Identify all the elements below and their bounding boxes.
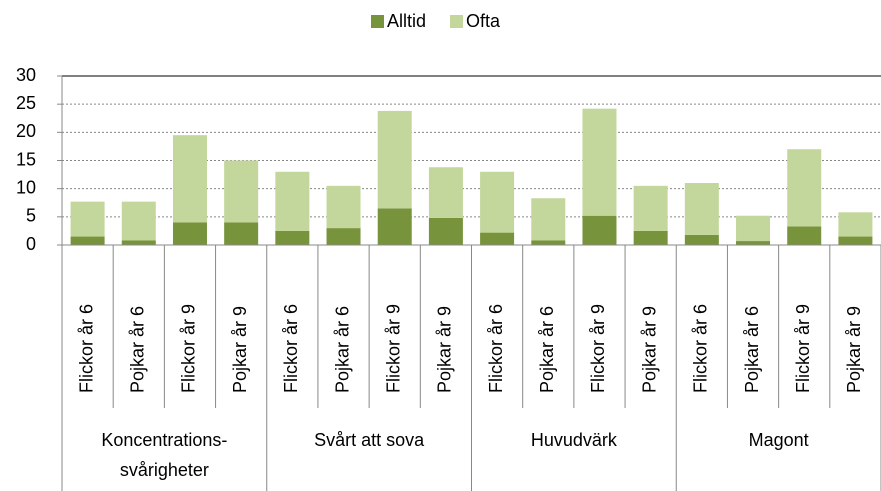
x-tick-label: Pojkar år 9 (230, 306, 250, 393)
bar-segment (480, 232, 515, 245)
bar-segment (428, 217, 463, 245)
group-label: Svårt att sova (314, 430, 425, 450)
bar-segment (172, 222, 207, 245)
y-tick-label: 0 (26, 234, 36, 254)
bar-segment (70, 201, 105, 237)
bar-segment (633, 230, 668, 245)
bar-segment (326, 228, 361, 245)
x-tick-label: Pojkar år 6 (742, 306, 762, 393)
bar-segment (787, 226, 822, 245)
x-tick-label: Flickor år 9 (588, 304, 608, 393)
bar-segment (275, 230, 310, 245)
y-tick-label: 30 (16, 65, 36, 85)
bar-segment (582, 215, 617, 245)
legend-label: Alltid (387, 11, 426, 31)
legend-swatch (450, 15, 464, 28)
y-tick-label: 15 (16, 149, 36, 169)
bar-segment (224, 222, 259, 245)
x-tick-label: Pojkar år 6 (128, 306, 148, 393)
bar-segment (838, 236, 873, 245)
bar-segment (224, 160, 259, 223)
bar-segment (736, 215, 771, 242)
bar-segment (428, 167, 463, 218)
y-tick-label: 25 (16, 93, 36, 113)
x-tick-label: Flickor år 9 (793, 304, 813, 393)
y-tick-label: 5 (26, 206, 36, 226)
bar-segment (736, 241, 771, 245)
bar-segment (684, 234, 719, 245)
bar-segment (121, 240, 156, 245)
bar-segment (377, 208, 412, 245)
bar-segment (582, 108, 617, 216)
x-tick-label: Pojkar år 9 (639, 306, 659, 393)
x-tick-label: Pojkar år 6 (332, 306, 352, 393)
bar-segment (633, 185, 668, 231)
group-label: Koncentrations- (101, 430, 227, 450)
x-tick-label: Flickor år 6 (691, 304, 711, 393)
y-tick-label: 10 (16, 177, 36, 197)
y-tick-label: 20 (16, 121, 36, 141)
x-tick-label: Flickor år 9 (383, 304, 403, 393)
x-tick-label: Flickor år 6 (281, 304, 301, 393)
bar-segment (326, 185, 361, 229)
bar-segment (121, 201, 156, 241)
bar-segment (377, 110, 412, 209)
bar-segment (838, 212, 873, 237)
bar-segment (531, 198, 566, 241)
x-tick-label: Flickor år 6 (486, 304, 506, 393)
bar-segment (787, 149, 822, 227)
group-label: Magont (749, 430, 809, 450)
group-label: Huvudvärk (531, 430, 618, 450)
bar-segment (684, 183, 719, 235)
bar-segment (480, 171, 515, 233)
bar-segment (275, 171, 310, 231)
x-tick-label: Flickor år 6 (76, 304, 96, 393)
group-label: svårigheter (120, 460, 209, 480)
bar-segment (70, 236, 105, 245)
bar-segment (531, 240, 566, 245)
x-tick-label: Pojkar år 9 (435, 306, 455, 393)
bar-segment (172, 135, 207, 223)
x-tick-label: Pojkar år 9 (844, 306, 864, 393)
x-tick-label: Pojkar år 6 (537, 306, 557, 393)
legend-label: Ofta (466, 11, 501, 31)
x-tick-label: Flickor år 9 (179, 304, 199, 393)
legend-swatch (371, 15, 384, 28)
